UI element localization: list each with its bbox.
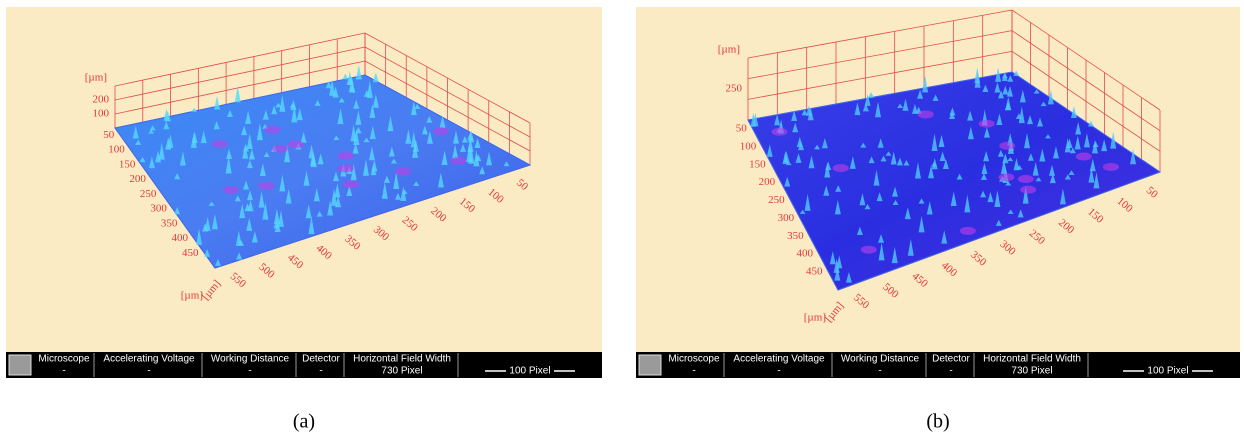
surface-pit — [450, 157, 466, 165]
info-value: - — [949, 366, 952, 377]
info-value: - — [248, 366, 251, 377]
y-tick-label: 450 — [182, 247, 199, 259]
surface-pit — [1018, 175, 1034, 183]
info-value: 730 Pixel — [381, 366, 422, 377]
y-tick-label: 400 — [797, 248, 814, 260]
y-tick-label: 450 — [806, 266, 823, 278]
surface-pit — [861, 246, 877, 254]
z-tick-label: 100 — [93, 108, 110, 120]
y-tick-label: 150 — [749, 158, 766, 170]
surface-pit — [343, 180, 359, 188]
surface-pit — [1020, 186, 1036, 194]
scale-label: 100 Pixel — [509, 366, 550, 377]
info-label: Horizontal Field Width — [353, 354, 451, 365]
panel-caption: (b) — [926, 411, 949, 433]
info-value: - — [878, 366, 881, 377]
y-tick-label: 300 — [778, 212, 795, 224]
z-tick-label: 250 — [726, 83, 743, 95]
info-value: - — [777, 366, 780, 377]
surface-pit — [979, 120, 995, 128]
y-tick-label: 100 — [740, 140, 757, 152]
z-axis-unit: [µm] — [85, 72, 107, 84]
y-tick-label: 350 — [787, 230, 804, 242]
z-axis-unit: [µm] — [718, 44, 740, 56]
surface-pit — [272, 145, 288, 153]
surface-pit — [288, 140, 304, 148]
y-tick-label: 100 — [108, 144, 125, 156]
surface-pit — [338, 164, 354, 172]
y-tick-label: 250 — [140, 188, 157, 200]
panel-caption: (a) — [293, 411, 315, 433]
info-label: Microscope — [668, 354, 720, 365]
info-value: - — [692, 366, 695, 377]
y-tick-label: 400 — [171, 232, 188, 244]
surface-pit — [338, 152, 354, 160]
info-value: - — [147, 366, 150, 377]
surface-pit — [264, 126, 280, 134]
y-tick-label: 50 — [103, 129, 115, 141]
y-tick-label: 200 — [759, 176, 776, 188]
surface-pit — [395, 168, 411, 176]
info-label: Working Distance — [841, 354, 920, 365]
y-tick-label: 250 — [768, 194, 785, 206]
scale-label: 100 Pixel — [1147, 366, 1188, 377]
info-value: - — [62, 366, 65, 377]
info-label: Detector — [932, 354, 970, 365]
surface-pit — [212, 140, 228, 148]
y-tick-label: 300 — [150, 203, 167, 215]
surface-pit — [223, 186, 239, 194]
surface-pit — [771, 128, 787, 136]
microscope-icon — [639, 355, 661, 375]
info-label: Accelerating Voltage — [103, 354, 195, 365]
info-value: 730 Pixel — [1011, 366, 1052, 377]
y-tick-label: 150 — [119, 158, 136, 170]
info-value: - — [319, 366, 322, 377]
info-label: Detector — [302, 354, 340, 365]
info-label: Accelerating Voltage — [733, 354, 825, 365]
y-tick-label: 350 — [161, 217, 178, 229]
surface-pit — [998, 173, 1014, 181]
microscope-icon — [9, 355, 31, 375]
info-label: Microscope — [38, 354, 90, 365]
surface-pit — [833, 164, 849, 172]
surface-pit — [1076, 153, 1092, 161]
info-label: Horizontal Field Width — [983, 354, 1081, 365]
figure: 100 200 [µm] 50 100 150 200 250 300 350 400 450 [µm]… — [0, 0, 1244, 443]
surface-pit — [258, 182, 274, 190]
y-tick-label: 200 — [129, 173, 146, 185]
surface-pit — [960, 227, 976, 235]
surface-pit — [433, 127, 449, 135]
panel: 250[µm]50100150200250300350400450[µm]550… — [636, 7, 1240, 433]
info-label: Working Distance — [211, 354, 290, 365]
y-tick-label: 50 — [736, 122, 748, 134]
z-tick-label: 200 — [93, 94, 110, 106]
surface-pit — [999, 142, 1015, 150]
surface-pit — [1103, 163, 1119, 171]
panel: 100200[µm]50100150200250300350400450[µm]… — [6, 7, 602, 433]
surface-pit — [918, 110, 934, 118]
